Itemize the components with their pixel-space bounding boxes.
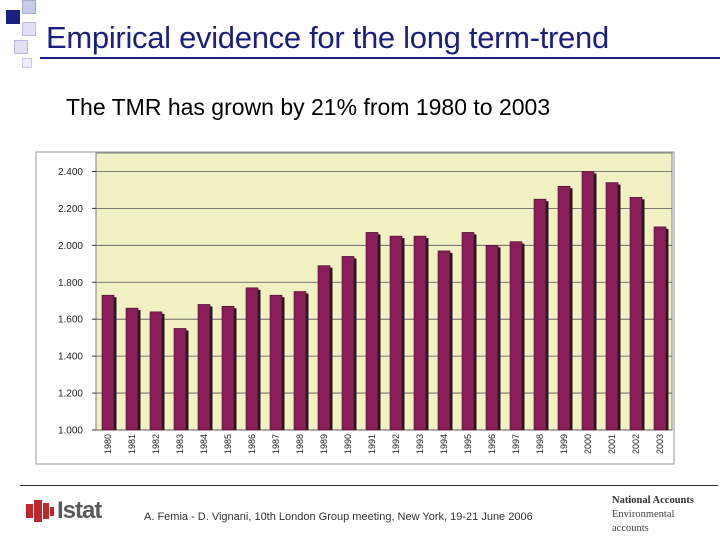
plot-area	[95, 152, 673, 431]
x-tick-label: 1989	[319, 434, 329, 454]
x-tick-label: 1995	[463, 434, 473, 454]
bar	[509, 241, 523, 431]
x-tick-label: 1982	[151, 434, 161, 454]
x-tick-label: 2003	[655, 434, 665, 454]
decor-square-dark	[6, 10, 20, 24]
y-tick-label: 2.200	[58, 204, 83, 215]
istat-logo-icon	[26, 500, 54, 522]
footer-unit: National Accounts Environmental accounts	[612, 494, 694, 536]
x-tick-label: 1981	[127, 434, 137, 454]
bar	[221, 305, 235, 431]
x-tick-label: 1983	[175, 434, 185, 454]
title-underline	[40, 57, 720, 59]
bar	[317, 265, 331, 431]
y-tick-label: 1.800	[58, 278, 83, 289]
y-tick-label: 2.000	[58, 241, 83, 252]
bar	[629, 197, 643, 431]
x-tick-label: 1994	[439, 434, 449, 454]
x-tick-label: 1997	[511, 434, 521, 454]
bar	[461, 232, 475, 431]
bar	[485, 245, 499, 431]
bar	[605, 182, 619, 431]
bar	[533, 198, 547, 431]
y-tick-label: 1.600	[58, 315, 83, 326]
x-tick-label: 1984	[199, 434, 209, 454]
x-tick-label: 1987	[271, 434, 281, 454]
bar	[437, 250, 451, 431]
y-tick-label: 1.400	[58, 352, 83, 363]
x-tick-label: 2002	[631, 434, 641, 454]
footer-citation: A. Femia - D. Vignani, 10th London Group…	[144, 511, 533, 523]
x-tick-label: 1992	[391, 434, 401, 454]
x-tick-label: 1990	[343, 434, 353, 454]
x-tick-label: 1996	[487, 434, 497, 454]
x-tick-label: 1985	[223, 434, 233, 454]
bar	[173, 328, 187, 431]
slide-title: Empirical evidence for the long term-tre…	[46, 20, 609, 55]
bar	[581, 171, 595, 431]
decor-square-light	[14, 40, 28, 54]
bar	[125, 307, 139, 431]
unit-line-1: National Accounts	[612, 495, 694, 506]
bar	[341, 256, 355, 431]
x-tick-label: 2000	[583, 434, 593, 454]
x-tick-label: 1988	[295, 434, 305, 454]
bar	[197, 304, 211, 431]
decor-square-light	[22, 22, 36, 36]
decor-square-light	[22, 0, 36, 14]
unit-line-2: Environmental	[612, 509, 675, 520]
footer-divider	[20, 485, 718, 486]
unit-line-3: accounts	[612, 523, 649, 534]
x-tick-label: 2001	[607, 434, 617, 454]
bar	[557, 185, 571, 431]
x-tick-label: 1986	[247, 434, 257, 454]
bar	[653, 226, 667, 431]
bar	[365, 232, 379, 431]
bar	[269, 294, 283, 431]
logo-text: Istat	[57, 497, 102, 524]
y-tick-label: 2.400	[58, 167, 83, 178]
x-tick-label: 1991	[367, 434, 377, 454]
bar-chart: 1.000 1.200 1.400 1.600 1.800 2.000 2.200 2.400…	[35, 151, 675, 465]
bar	[413, 235, 427, 431]
slide-subtitle: The TMR has grown by 21% from 1980 to 20…	[66, 94, 551, 120]
bar	[101, 294, 115, 431]
x-tick-label: 1999	[559, 434, 569, 454]
bar	[149, 311, 163, 431]
x-tick-label: 1980	[103, 434, 113, 454]
x-tick-label: 1998	[535, 434, 545, 454]
decor-square-light	[22, 58, 32, 68]
bar	[245, 287, 259, 431]
y-tick-label: 1.200	[58, 389, 83, 400]
bar	[293, 291, 307, 431]
bar	[389, 235, 403, 431]
y-tick-label: 1.000	[58, 426, 83, 437]
x-tick-label: 1993	[415, 434, 425, 454]
